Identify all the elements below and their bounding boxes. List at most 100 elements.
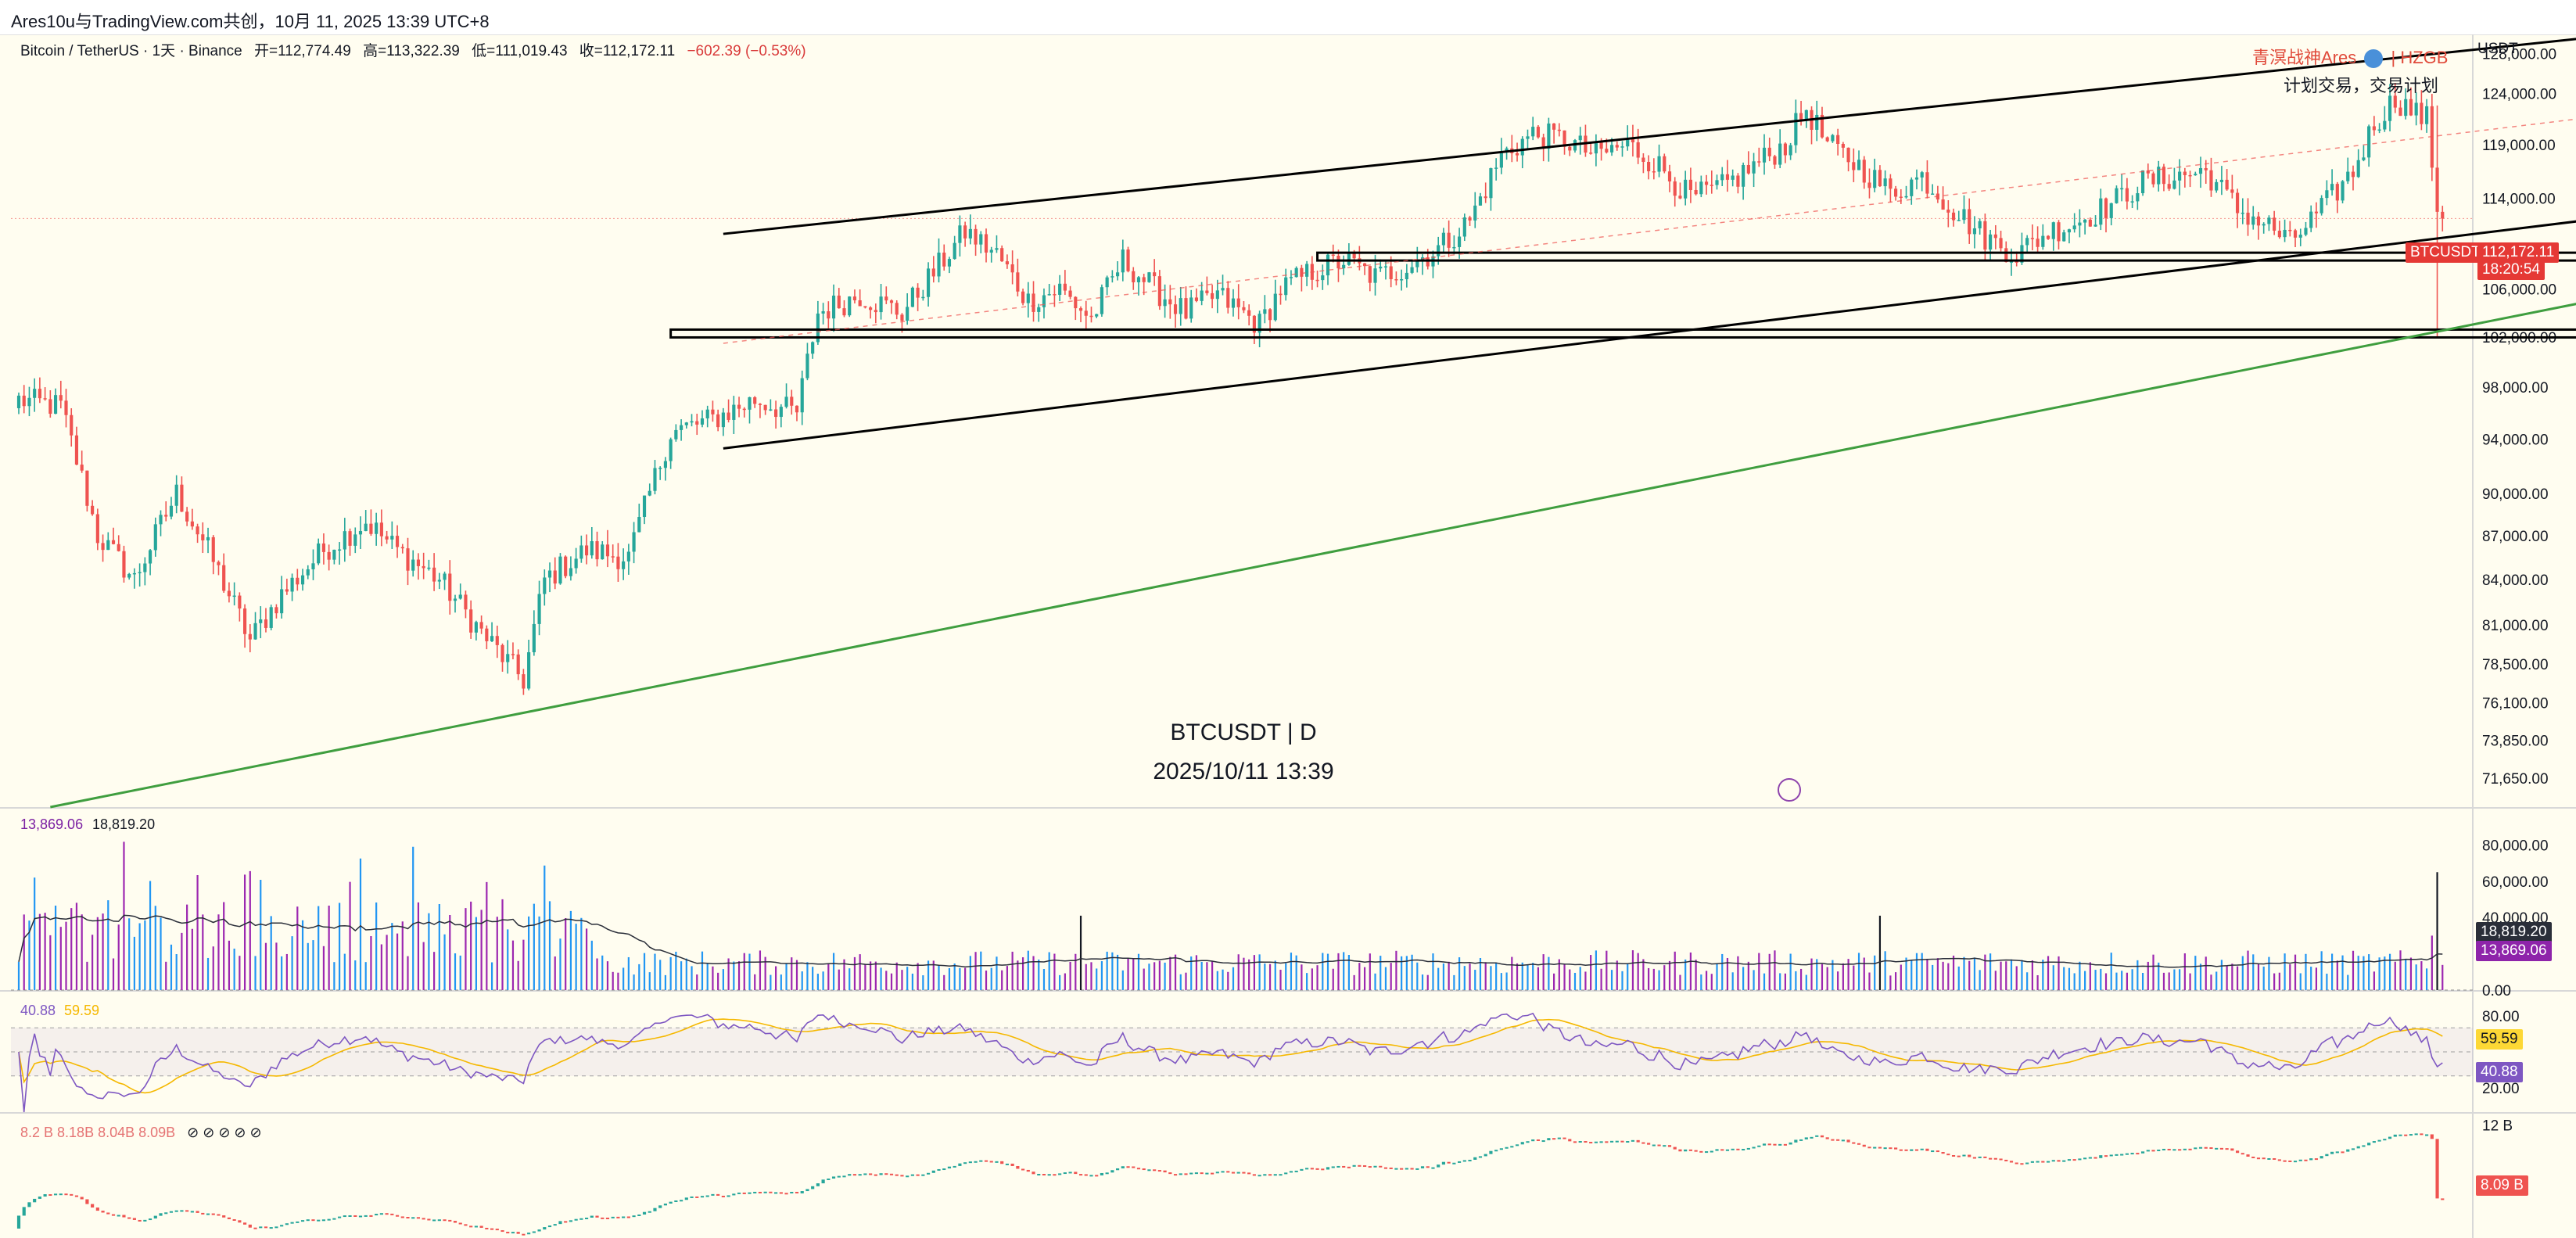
candle-body bbox=[1972, 228, 1977, 235]
candle-body bbox=[1074, 296, 1078, 309]
candle-body bbox=[2420, 102, 2424, 124]
candle-body bbox=[2404, 99, 2408, 117]
obv-bar bbox=[1936, 1150, 1939, 1153]
candle-body bbox=[2115, 188, 2119, 203]
obv-bar bbox=[1989, 1157, 1993, 1160]
obv-bar bbox=[1211, 1172, 1214, 1175]
obv-bar bbox=[2136, 1153, 2140, 1155]
support-trend bbox=[50, 303, 2576, 809]
obv-bar bbox=[1920, 1148, 1924, 1150]
obv-bar bbox=[43, 1194, 47, 1197]
obv-bar bbox=[1189, 1172, 1193, 1175]
candle-body bbox=[2356, 160, 2360, 178]
symbol-title[interactable]: Bitcoin / TetherUS · 1天 · Binance bbox=[20, 43, 242, 59]
obv-bar bbox=[1489, 1150, 1493, 1154]
obv-bar bbox=[1142, 1168, 1146, 1171]
volume-badge: 13,869.06 bbox=[2476, 941, 2552, 961]
price-tick-label: 87,000.00 bbox=[2482, 529, 2549, 545]
obv-bar bbox=[1289, 1171, 1293, 1173]
obv-bar bbox=[458, 1222, 462, 1225]
obv-bar bbox=[2225, 1148, 2229, 1150]
candle-body bbox=[842, 308, 846, 316]
candle-body bbox=[2441, 211, 2445, 219]
obv-bar bbox=[1867, 1146, 1871, 1149]
obv-bar bbox=[1273, 1174, 1277, 1176]
obv-bar bbox=[584, 1217, 589, 1219]
obv-bar bbox=[805, 1189, 809, 1192]
obv-bar bbox=[1499, 1148, 1503, 1150]
obv-bar bbox=[85, 1199, 89, 1204]
obv-bar bbox=[1310, 1168, 1314, 1170]
obv-bar bbox=[2162, 1148, 2166, 1150]
obv-bar bbox=[1699, 1150, 1703, 1153]
obv-bar bbox=[1047, 1174, 1051, 1176]
candle-body bbox=[364, 523, 368, 532]
candle-body bbox=[1946, 210, 1950, 213]
obv-bar bbox=[2093, 1157, 2097, 1159]
candle-body bbox=[889, 300, 894, 303]
candle-body bbox=[1620, 146, 1624, 148]
candle-body bbox=[1720, 174, 1724, 181]
candle-body bbox=[1968, 209, 1971, 235]
obv-bar bbox=[500, 1230, 504, 1233]
candle-body bbox=[174, 484, 178, 506]
candle-body bbox=[2330, 184, 2334, 191]
candle-body bbox=[553, 570, 557, 584]
candle-body bbox=[984, 234, 988, 253]
currency-label[interactable]: USDT bbox=[2477, 41, 2518, 57]
candle-body bbox=[626, 551, 630, 562]
candle-body bbox=[648, 490, 651, 496]
obv-bar bbox=[1568, 1139, 1572, 1142]
obv-bar bbox=[259, 1226, 263, 1229]
obv-bar bbox=[511, 1232, 515, 1234]
candle-body bbox=[1063, 283, 1067, 291]
candle-body bbox=[232, 595, 236, 597]
candle-body bbox=[2377, 129, 2381, 131]
volume-bars bbox=[17, 841, 2444, 990]
candle-body bbox=[1383, 266, 1388, 268]
obv-bar bbox=[1431, 1167, 1435, 1169]
candle-body bbox=[506, 654, 510, 662]
candle-body bbox=[2219, 179, 2223, 182]
obv-bar bbox=[2109, 1154, 2113, 1157]
obv-bar bbox=[669, 1201, 673, 1204]
obv-bar bbox=[1179, 1173, 1182, 1175]
candle-body bbox=[611, 556, 615, 558]
obv-bar bbox=[159, 1213, 163, 1216]
obv-bar bbox=[1647, 1143, 1651, 1145]
candle-body bbox=[358, 531, 363, 535]
obv-bar bbox=[974, 1161, 978, 1163]
candle-body bbox=[1609, 145, 1614, 153]
obv-bar bbox=[1762, 1143, 1767, 1146]
brand-tag: | HZGB bbox=[2391, 48, 2449, 67]
candle-body bbox=[101, 543, 105, 551]
obv-bar bbox=[1788, 1142, 1792, 1145]
obv-bar bbox=[616, 1216, 620, 1218]
eye-off-icons[interactable]: ⊘ ⊘ ⊘ ⊘ ⊘ bbox=[187, 1125, 262, 1140]
obv-bar bbox=[1362, 1165, 1367, 1168]
obv-bar bbox=[1505, 1146, 1509, 1149]
candle-body bbox=[1867, 182, 1871, 188]
candle-body bbox=[1242, 307, 1246, 310]
candle-body bbox=[1000, 248, 1004, 262]
candle-body bbox=[1983, 221, 1987, 250]
obv-bar bbox=[148, 1218, 152, 1221]
obv-bar bbox=[921, 1174, 925, 1176]
candle-body bbox=[2046, 235, 2050, 239]
obv-bar bbox=[1284, 1172, 1288, 1175]
obv-bar bbox=[375, 1214, 379, 1216]
obv-bar bbox=[348, 1215, 352, 1217]
candle-body bbox=[637, 517, 641, 533]
candle-body bbox=[1494, 167, 1498, 169]
obv-bar bbox=[1836, 1139, 1840, 1141]
candle-body bbox=[1515, 153, 1519, 156]
obv-bar bbox=[1236, 1172, 1240, 1174]
obv-bar bbox=[2256, 1157, 2261, 1160]
candle-body bbox=[827, 311, 831, 319]
obv-bar bbox=[968, 1161, 972, 1164]
candle-body bbox=[1136, 277, 1141, 282]
obv-bar bbox=[338, 1216, 342, 1218]
obv-bar bbox=[632, 1215, 636, 1218]
candle-body bbox=[874, 310, 877, 313]
